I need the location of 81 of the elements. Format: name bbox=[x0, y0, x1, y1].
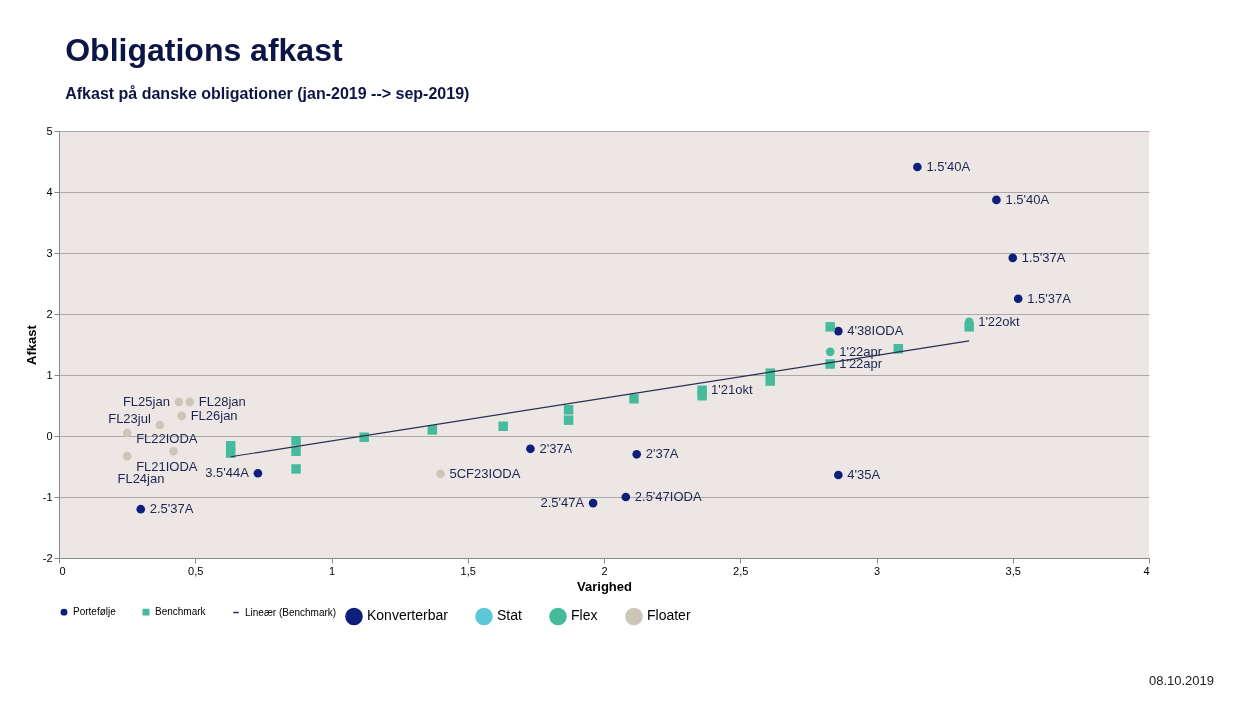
point bbox=[621, 492, 631, 502]
data-label: FL28jan bbox=[198, 393, 246, 409]
point bbox=[136, 504, 146, 514]
point bbox=[1013, 294, 1023, 304]
data-label: FL25jan bbox=[122, 393, 170, 409]
point bbox=[291, 464, 301, 474]
y-tick-label: -2 bbox=[42, 551, 53, 564]
point bbox=[1008, 253, 1018, 263]
x-tick-label: 3,5 bbox=[1005, 564, 1021, 577]
legend-label: Konverterbar bbox=[367, 607, 449, 624]
point bbox=[964, 322, 974, 332]
y-tick-label: -1 bbox=[42, 490, 53, 503]
legend-label: Portefølje bbox=[73, 606, 117, 618]
point bbox=[291, 436, 301, 446]
x-tick-label: 0 bbox=[59, 564, 66, 577]
y-tick-label: 1 bbox=[46, 368, 53, 381]
point bbox=[992, 195, 1001, 205]
data-label: 2'37A bbox=[539, 440, 573, 456]
point bbox=[632, 449, 642, 459]
point bbox=[526, 444, 535, 454]
point bbox=[253, 468, 263, 478]
text: 08.10.2019 bbox=[1148, 673, 1214, 688]
point bbox=[825, 322, 835, 332]
x-tick-label: 4 bbox=[1143, 564, 1150, 577]
data-label: 1.5'40A bbox=[926, 158, 971, 174]
data-label: 5CF23IODA bbox=[449, 465, 521, 481]
point bbox=[834, 326, 843, 336]
data-label: 1'21okt bbox=[711, 382, 753, 398]
y-axis-title: Afkast bbox=[23, 324, 39, 365]
data-label: FL23jul bbox=[108, 411, 151, 427]
y-tick-label: 2 bbox=[46, 307, 53, 320]
point bbox=[436, 469, 445, 479]
x-axis-title: Varighed bbox=[577, 578, 633, 594]
chart-title: Obligations afkast bbox=[65, 32, 343, 68]
point bbox=[427, 425, 438, 435]
legend-label: Stat bbox=[497, 607, 523, 624]
data-label: 1'22apr bbox=[839, 343, 883, 359]
point bbox=[177, 411, 186, 421]
x-tick-label: 0,5 bbox=[188, 564, 204, 577]
x-tick-label: 1,5 bbox=[460, 564, 476, 577]
data-label: 1'22okt bbox=[978, 313, 1021, 329]
x-tick-label: 1 bbox=[328, 564, 336, 577]
point bbox=[765, 376, 775, 386]
point bbox=[834, 470, 843, 480]
point bbox=[225, 448, 236, 458]
legend-label: Flex bbox=[571, 607, 598, 624]
data-label: 1.5'37A bbox=[1027, 290, 1072, 306]
point bbox=[122, 428, 132, 438]
legend-label: Lineær (Benchmark) bbox=[245, 606, 337, 618]
point bbox=[697, 391, 707, 401]
data-label: 2.5'47A bbox=[540, 495, 585, 511]
point bbox=[588, 498, 598, 508]
y-tick-label: 4 bbox=[46, 185, 53, 198]
point bbox=[174, 397, 184, 407]
data-label: 3.5'44A bbox=[205, 465, 250, 481]
point bbox=[563, 405, 574, 415]
y-tick-label: 0 bbox=[46, 429, 53, 442]
x-tick-label: 3 bbox=[873, 564, 881, 577]
data-label: 2.5'37A bbox=[149, 501, 194, 517]
point bbox=[629, 394, 639, 404]
data-label: 1.5'37A bbox=[1021, 249, 1066, 265]
point bbox=[563, 415, 574, 425]
data-label: FL22IODA bbox=[136, 430, 198, 446]
y-tick-label: 5 bbox=[46, 124, 53, 137]
point bbox=[185, 397, 195, 407]
data-label: 4'38IODA bbox=[847, 323, 904, 339]
data-label: 1.5'40A bbox=[1005, 191, 1050, 207]
data-label: 2'37A bbox=[645, 446, 679, 462]
legend-label: Benchmark bbox=[155, 606, 207, 618]
x-tick-label: 2,5 bbox=[733, 564, 749, 577]
point bbox=[498, 421, 508, 431]
point bbox=[122, 451, 132, 461]
data-label: 4'35A bbox=[847, 467, 881, 483]
chart-subtitle: Afkast på danske obligationer (jan-2019 --> sep-2019) bbox=[65, 85, 470, 102]
point bbox=[155, 420, 165, 430]
data-label: 2.5'47IODA bbox=[634, 489, 702, 504]
x-tick-label: 2 bbox=[601, 564, 608, 577]
point bbox=[913, 162, 922, 172]
point bbox=[169, 446, 178, 456]
legend-label: Floater bbox=[647, 607, 691, 624]
y-tick-label: 3 bbox=[46, 246, 53, 259]
